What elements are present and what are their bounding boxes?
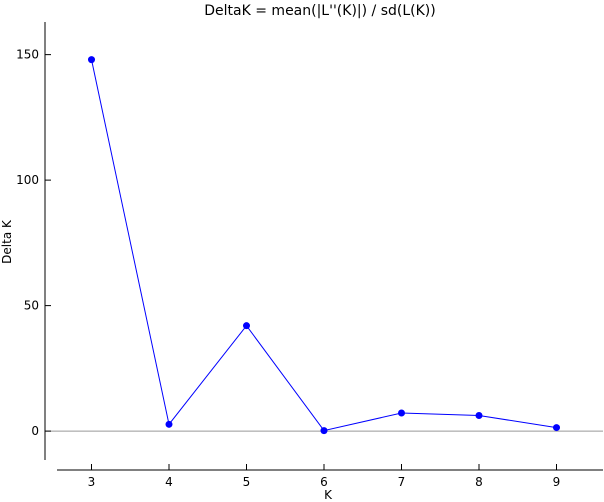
- x-tick-label: 9: [553, 475, 561, 489]
- x-tick-label: 5: [243, 475, 251, 489]
- x-tick-label: 6: [320, 475, 328, 489]
- y-tick-label: 100: [16, 173, 39, 187]
- x-tick-label: 8: [475, 475, 483, 489]
- y-tick-label: 50: [24, 299, 39, 313]
- data-point: [398, 409, 405, 417]
- y-axis-label: Delta K: [0, 219, 14, 264]
- x-tick-label: 7: [398, 475, 406, 489]
- data-point: [165, 420, 173, 428]
- y-tick-label: 0: [31, 424, 39, 438]
- plot-area: [45, 56, 603, 435]
- data-point: [553, 424, 560, 432]
- chart-title: DeltaK = mean(|L''(K)|) / sd(L(K)): [204, 3, 435, 19]
- x-axis-label: K: [324, 488, 333, 502]
- x-tick-label: 3: [88, 475, 96, 489]
- data-point: [88, 56, 95, 64]
- data-point: [243, 322, 250, 330]
- series-line: [91, 59, 557, 432]
- data-point: [320, 427, 328, 435]
- y-tick-label: 150: [16, 48, 39, 62]
- y-axis: 0 50 100 150: [16, 22, 51, 460]
- x-axis: 3 4 5 6 7 8 9: [57, 464, 603, 489]
- data-point: [475, 412, 483, 420]
- x-tick-label: 4: [165, 475, 173, 489]
